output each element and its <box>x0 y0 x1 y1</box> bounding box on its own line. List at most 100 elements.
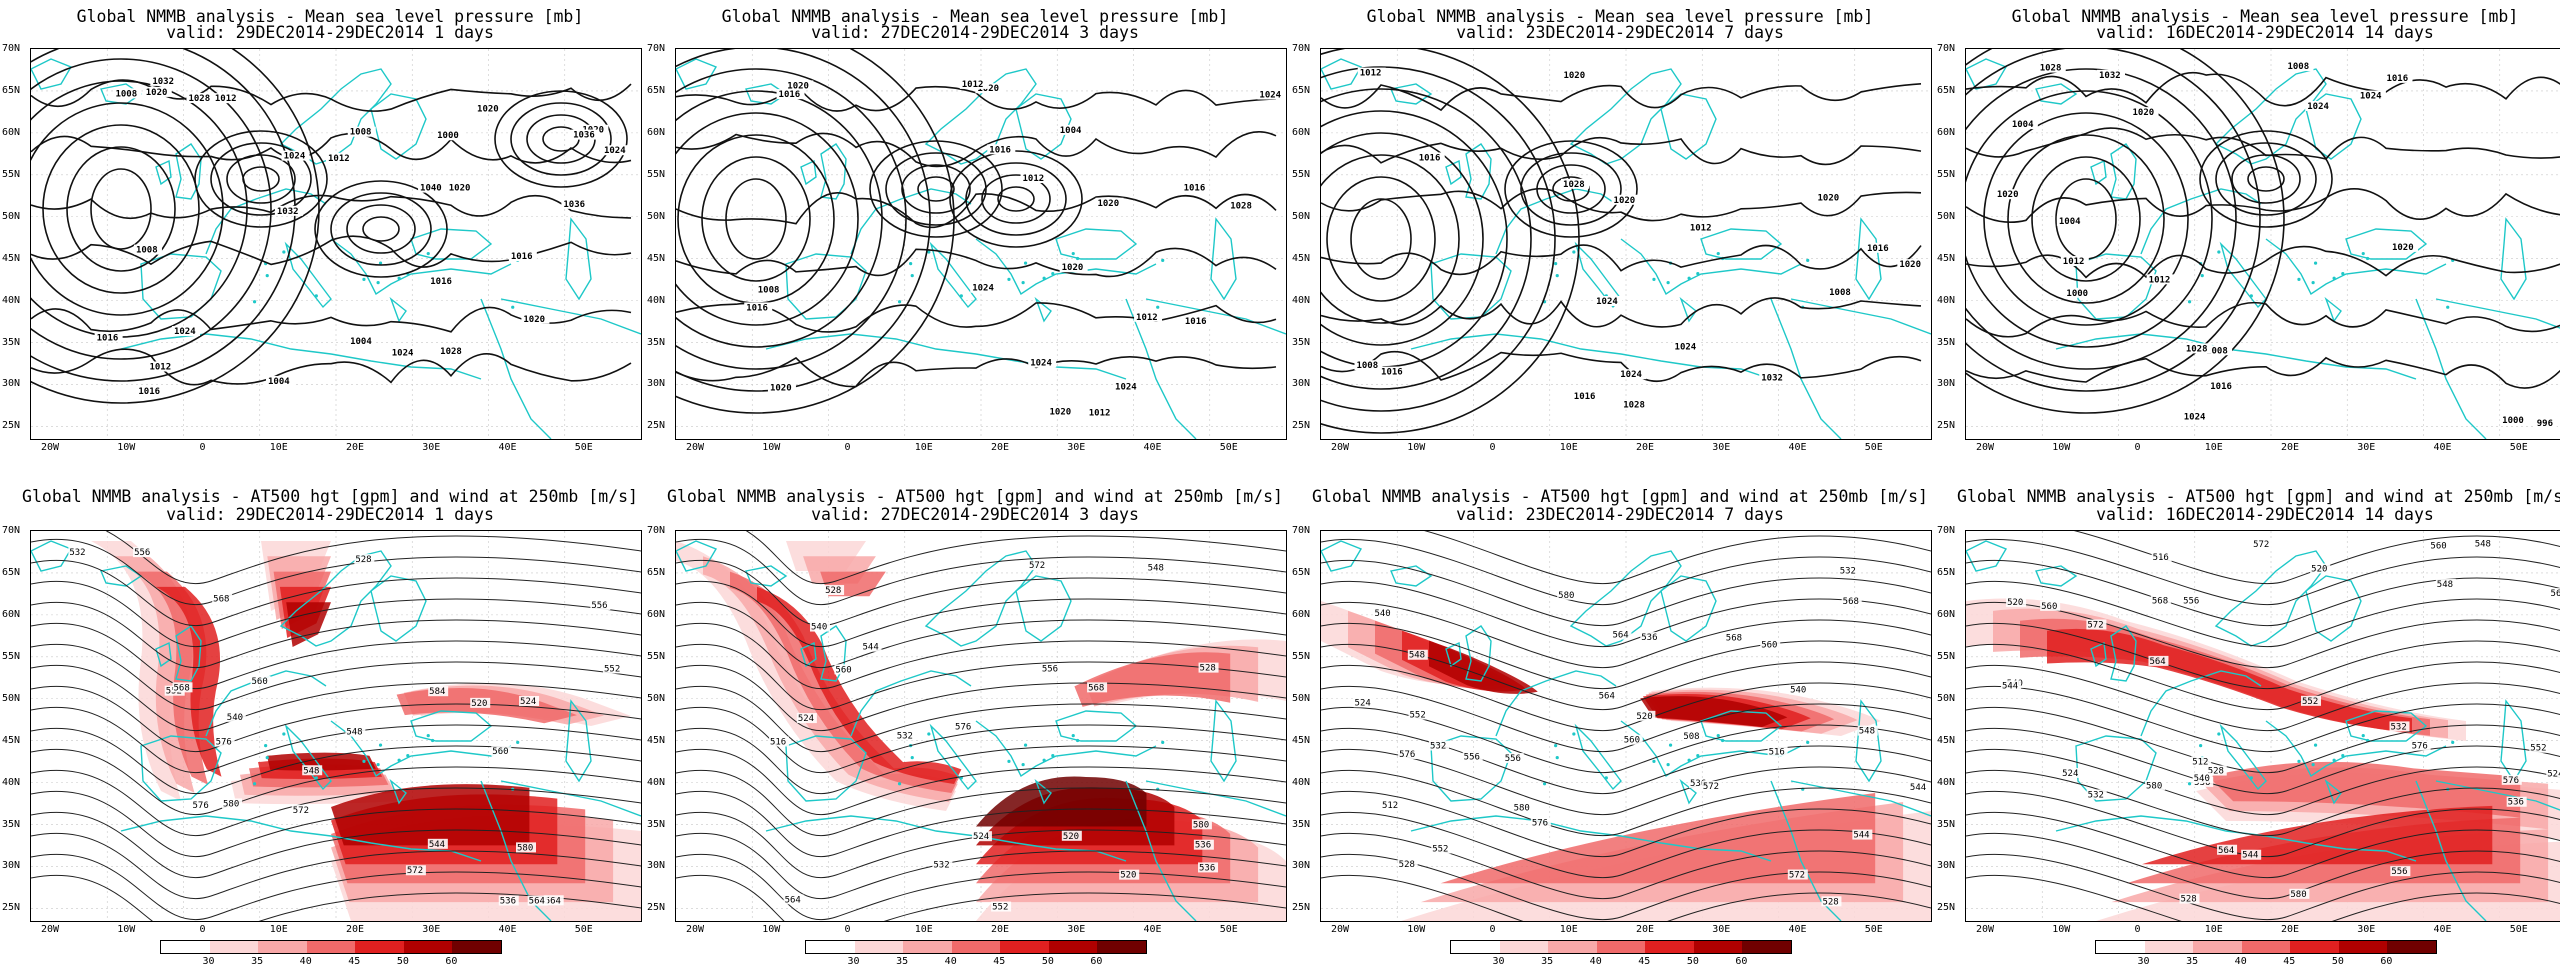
longitude-label: 20E <box>1635 924 1655 935</box>
isobar <box>1321 136 1922 166</box>
colorbar-swatch <box>2193 941 2242 953</box>
height-contour-label: 544 <box>1853 831 1869 841</box>
longitude-label: 50E <box>2509 442 2528 453</box>
colorbar-label: 50 <box>1686 956 1699 967</box>
longitude-label: 10W <box>117 924 136 935</box>
isobar <box>2215 142 2317 216</box>
isobar <box>917 176 955 202</box>
longitude-label: 20W <box>1975 442 1995 453</box>
isobar <box>1966 71 2560 107</box>
longitude-label: 20E <box>345 924 365 935</box>
height-contour <box>1966 685 2560 753</box>
isobar <box>330 192 432 266</box>
colorbar-label: 35 <box>2186 956 2199 967</box>
wind-speed-area <box>1440 793 1876 884</box>
height-contour <box>745 531 1286 584</box>
height-contour <box>676 833 1286 899</box>
height-contour-label: 548 <box>1409 651 1425 661</box>
longitude-label: 10W <box>117 442 136 453</box>
map-canvas: 520 524 528 532 536 540 544 548 552 556 560 564 568 5… <box>1966 531 2560 921</box>
latitude-label: 45N <box>2 734 21 746</box>
isobar <box>1966 188 2560 223</box>
longitude-label: 50E <box>574 442 593 453</box>
graticule <box>1966 49 2560 439</box>
height-contour <box>1966 748 2560 816</box>
isobar-label: 1032 <box>152 77 174 87</box>
isobar <box>31 58 272 360</box>
height-contour-label: 556 <box>2183 596 2199 606</box>
longitude-label: 10W <box>1407 442 1426 453</box>
isobar-label: 1024 <box>972 284 994 294</box>
height-contour-label: 568 <box>2152 596 2168 606</box>
latitude-label: 65N <box>1292 84 1311 96</box>
isobar <box>1350 198 1412 280</box>
isobar-label: 1016 <box>2386 74 2408 84</box>
isobar-label: 1020 <box>787 81 809 91</box>
height-contour-label: 548 <box>2475 540 2491 550</box>
colorbar-label: 40 <box>299 956 312 967</box>
latitude-label: 55N <box>647 168 666 180</box>
height-contour-label: 576 <box>192 801 208 811</box>
height-contour-label: 544 <box>1910 783 1926 793</box>
colorbar-label: 35 <box>251 956 264 967</box>
height-contour-label: 536 <box>1690 779 1706 789</box>
latitude-label: 35N <box>1292 336 1311 348</box>
colorbar-label: 45 <box>993 956 1006 967</box>
longitude-label: 10W <box>2052 442 2071 453</box>
longitude-label: 20W <box>1330 442 1350 453</box>
map-canvas: 548 552 556 560 564 568 572 576 580 520 524 528 532 5… <box>31 531 641 921</box>
height-contour-label: 580 <box>2290 890 2306 900</box>
height-contour-label: 580 <box>517 843 533 853</box>
latitude-label: 30N <box>2 860 21 872</box>
panel-valid: valid: 16DEC2014-29DEC2014 14 days <box>2096 23 2434 42</box>
latitude-label: 45N <box>647 734 666 746</box>
coastline <box>1321 540 1931 921</box>
isobar <box>1966 49 2261 392</box>
isobar-label: 1020 <box>770 384 792 394</box>
height-contour-label: 516 <box>770 738 786 748</box>
isobar <box>66 146 176 272</box>
height-contour-label: 532 <box>2088 790 2104 800</box>
isobar-label: 1024 <box>2360 92 2382 102</box>
isobar-label: 1012 <box>1690 224 1712 234</box>
latitude-label: 70N <box>647 525 666 536</box>
isobar-label: 1024 <box>1596 297 1618 307</box>
colorbar-swatch <box>258 941 307 953</box>
latitude-label: 35N <box>2 336 21 348</box>
height-contour-label: 564 <box>2149 657 2165 667</box>
isobar-label: 1016 <box>511 252 533 262</box>
height-contour-label: 540 <box>2194 774 2210 784</box>
isobar-label: 1028 <box>2040 64 2062 74</box>
latitude-label: 50N <box>2 692 21 704</box>
isobar-label: 1016 <box>1184 184 1206 194</box>
colorbar-label: 30 <box>202 956 215 967</box>
height-contour-label: 576 <box>2412 742 2428 752</box>
wind-speed-area <box>267 752 376 771</box>
panel-valid: valid: 23DEC2014-29DEC2014 7 days <box>1456 505 1784 524</box>
colorbar-label: 30 <box>2137 956 2150 967</box>
latitude-label: 50N <box>2 210 21 222</box>
height-contour <box>105 531 641 584</box>
longitude-label: 10E <box>269 442 288 453</box>
isobar-label: 1012 <box>149 362 171 372</box>
graticule <box>676 49 1286 439</box>
longitude-label: 0 <box>2134 442 2141 453</box>
longitude-label: 10E <box>914 924 933 935</box>
isobar <box>1966 356 2560 389</box>
isobar-label: 1020 <box>449 184 471 194</box>
latitude-label: 60N <box>1937 126 1956 138</box>
height-contour-label: 524 <box>1355 698 1371 708</box>
isobar-label: 1004 <box>268 377 290 387</box>
longitude-label: 30E <box>422 924 441 935</box>
isobar-label: 1000 <box>2502 416 2524 426</box>
isobar <box>1321 82 1922 112</box>
z500-map: 520 524 528 532 536 540 544 548 552 556 560 564 568 5… <box>1965 530 2560 922</box>
colorbar-swatch <box>161 941 210 953</box>
latitude-label: 25N <box>1292 420 1311 432</box>
z500-map: 548 552 556 560 564 568 572 576 580 520 524 528 532 5… <box>30 530 642 922</box>
height-contour <box>676 581 1286 647</box>
isobar-label: 1012 <box>1089 408 1111 418</box>
isobar-label: 1008 <box>758 285 780 295</box>
isobar <box>2007 134 2165 304</box>
isobar-label: 1024 <box>1620 370 1642 380</box>
